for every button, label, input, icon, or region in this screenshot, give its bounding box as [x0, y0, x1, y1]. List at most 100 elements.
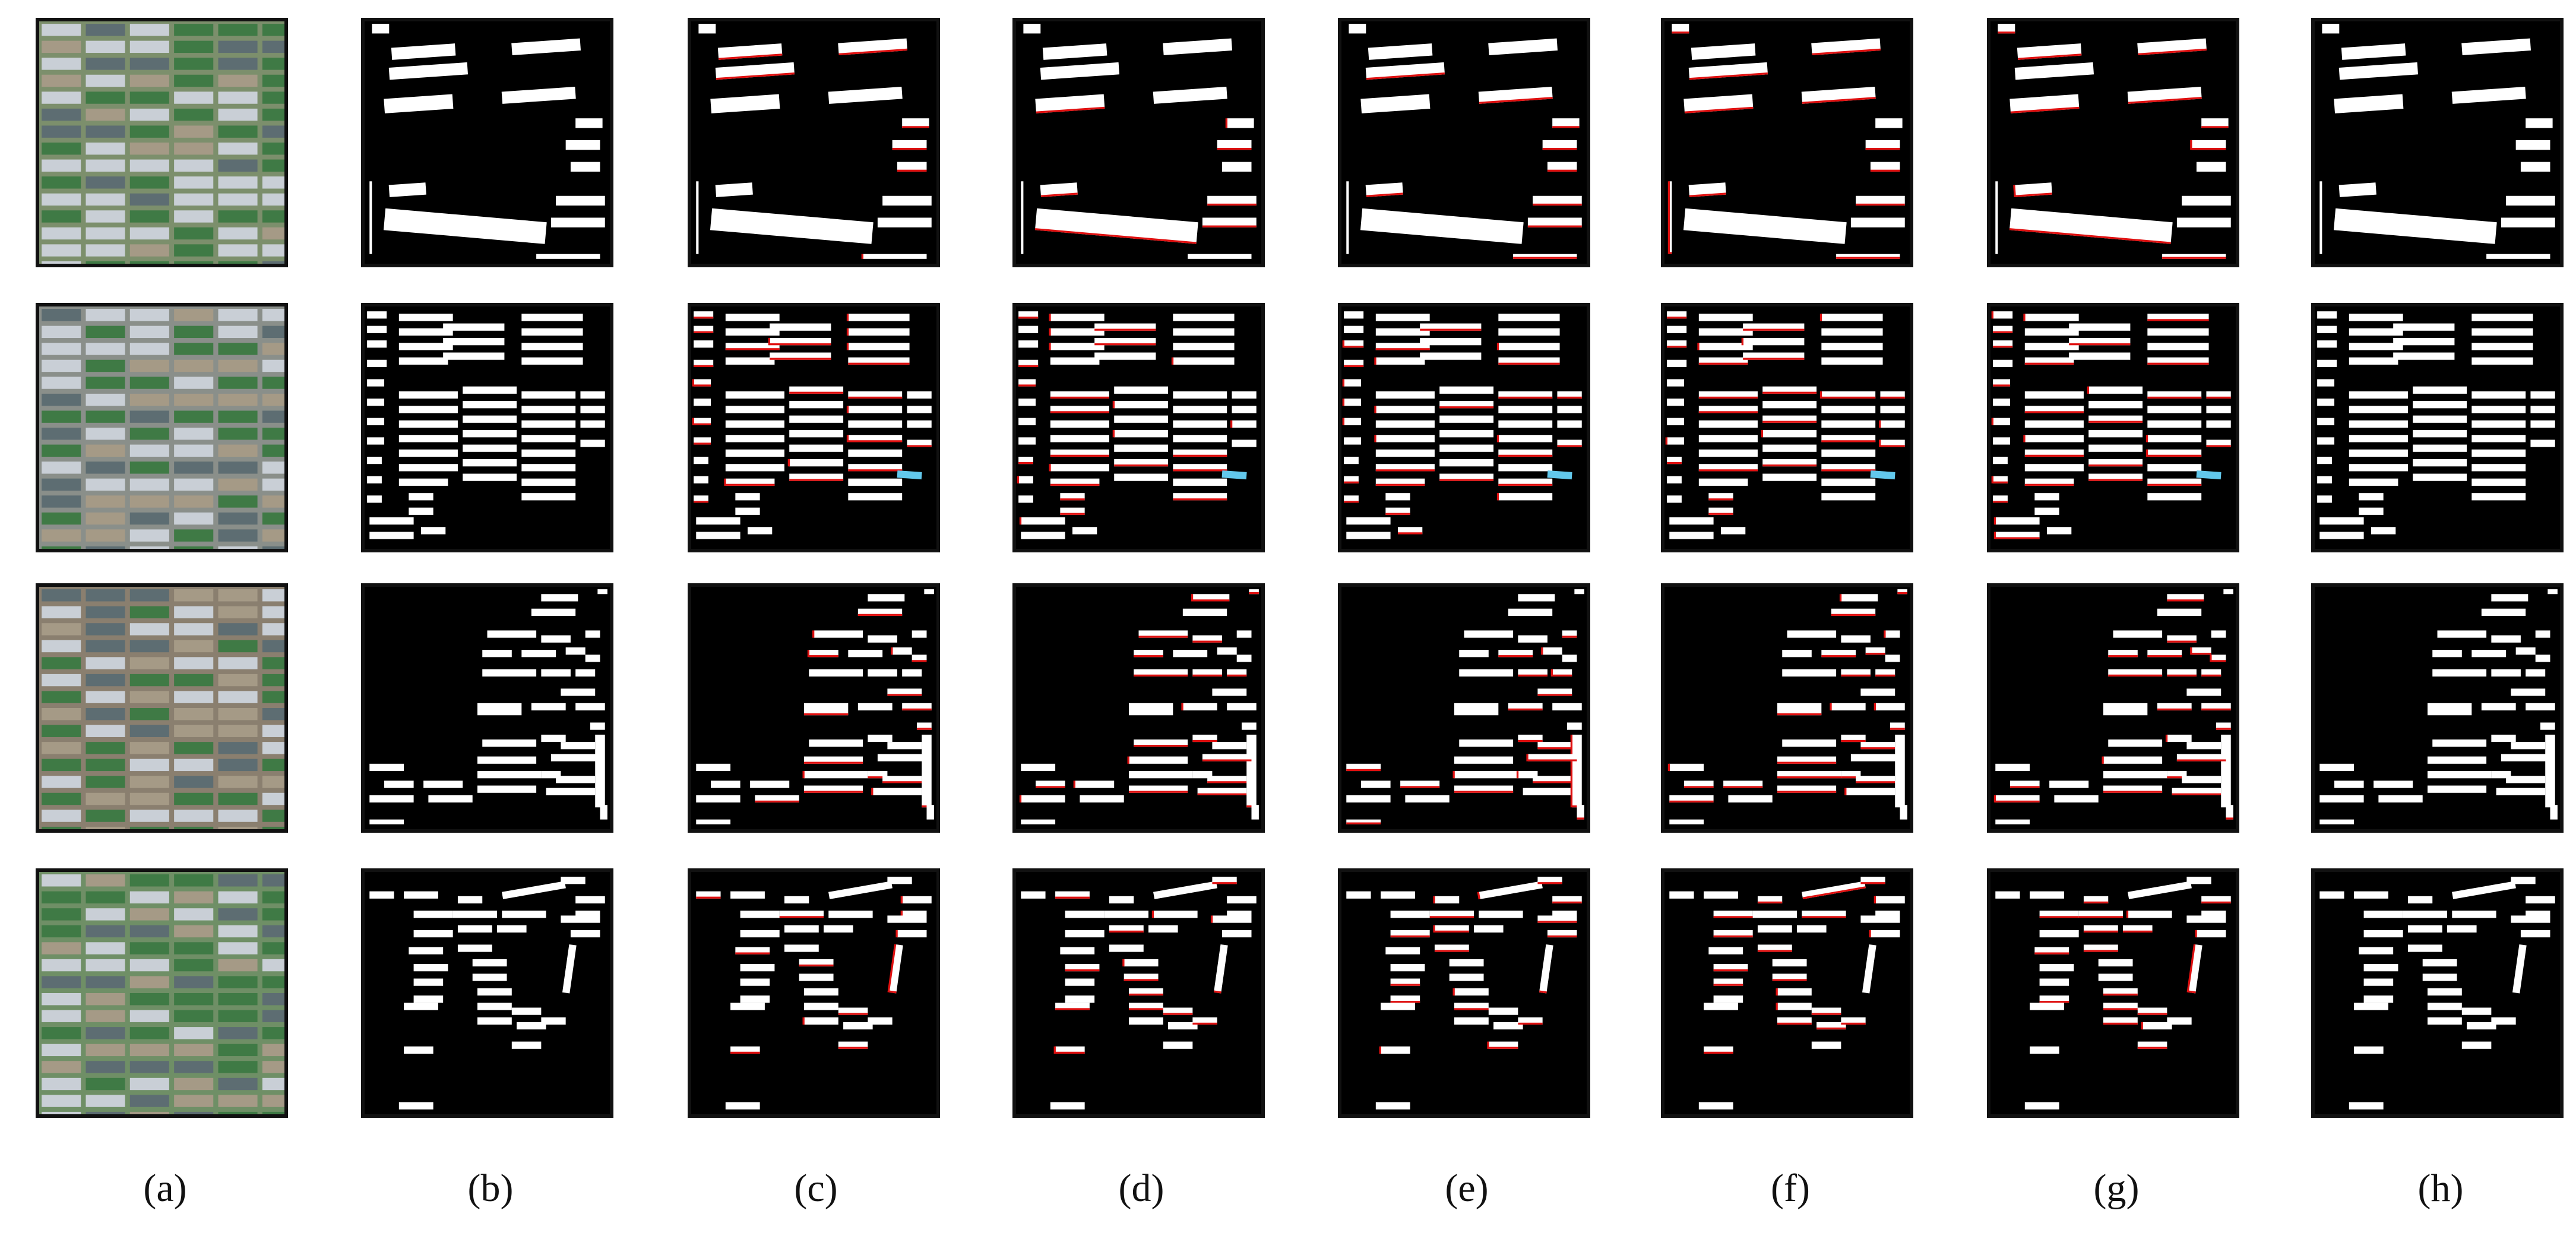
error-pixels	[694, 317, 714, 319]
error-pixels	[1065, 969, 1100, 972]
error-pixels	[716, 72, 795, 80]
greenhouse-region	[1821, 357, 1883, 365]
image-texture-patch	[218, 108, 258, 121]
greenhouse-region	[1860, 915, 1900, 923]
greenhouse-region	[2481, 608, 2526, 616]
greenhouse-region	[1841, 594, 1878, 602]
greenhouse-region	[1479, 911, 1523, 918]
error-pixels	[848, 469, 903, 472]
image-texture-patch	[174, 343, 214, 355]
error-pixels	[2186, 944, 2196, 993]
satellite-image-r4-c1	[36, 868, 288, 1118]
error-pixels	[1672, 31, 1689, 34]
image-texture-patch	[129, 942, 169, 954]
image-texture-patch	[129, 891, 169, 904]
error-pixels	[692, 379, 694, 387]
greenhouse-region	[2413, 444, 2467, 452]
greenhouse-region	[1667, 325, 1687, 333]
image-texture-patch	[262, 244, 284, 257]
greenhouse-region	[828, 911, 873, 918]
greenhouse-region	[1667, 379, 1685, 387]
greenhouse-region	[1217, 647, 1237, 655]
image-texture-patch	[262, 1077, 284, 1091]
error-pixels	[2034, 952, 2069, 954]
image-texture-patch	[86, 125, 125, 138]
image-texture-patch	[42, 606, 81, 619]
greenhouse-region	[1995, 763, 2030, 772]
mask-svg-r3-c8	[2315, 587, 2560, 829]
greenhouse-region	[1498, 343, 1560, 350]
greenhouse-region	[694, 476, 708, 483]
error-pixels	[1743, 358, 1805, 360]
error-pixels	[1114, 464, 1169, 467]
image-texture-patch	[42, 976, 81, 988]
image-texture-patch	[218, 1010, 258, 1022]
image-texture-patch	[86, 529, 125, 542]
error-pixels	[861, 254, 863, 259]
image-texture-patch	[174, 91, 214, 104]
image-texture-patch	[86, 227, 125, 240]
greenhouse-region	[1375, 420, 1435, 428]
greenhouse-region	[477, 771, 542, 779]
image-texture-patch	[86, 925, 125, 938]
image-texture-patch	[42, 908, 81, 921]
greenhouse-region	[398, 357, 448, 365]
image-texture-patch	[129, 546, 169, 549]
greenhouse-region	[1173, 478, 1227, 486]
satellite-image-r1-c1	[36, 18, 288, 267]
error-pixels	[1865, 652, 1885, 655]
greenhouse-region	[2349, 406, 2408, 413]
image-texture-patch	[129, 589, 169, 602]
greenhouse-region	[501, 86, 576, 104]
error-pixels	[694, 501, 708, 503]
image-texture-patch	[174, 976, 214, 988]
greenhouse-region	[715, 182, 753, 197]
error-pixels	[724, 478, 726, 486]
image-texture-patch	[42, 674, 81, 687]
segmentation-mask-r1-c2	[361, 18, 613, 267]
error-pixels	[1073, 780, 1075, 788]
mask-svg-r3-c6	[1664, 587, 1910, 829]
greenhouse-region	[1498, 435, 1553, 442]
error-pixels	[807, 650, 810, 658]
greenhouse-region	[2030, 1046, 2059, 1054]
image-texture-patch	[174, 725, 214, 737]
error-pixels	[1777, 713, 1822, 716]
image-texture-patch	[174, 393, 214, 406]
greenhouse-region	[367, 311, 387, 319]
error-pixels	[1171, 357, 1174, 365]
error-pixels	[1053, 1046, 1056, 1054]
image-texture-patch	[42, 176, 81, 189]
greenhouse-region	[1464, 630, 1514, 638]
greenhouse-region	[2451, 86, 2526, 104]
image-texture-patch	[42, 143, 81, 155]
error-pixels	[2145, 435, 2148, 442]
image-texture-patch	[42, 359, 81, 372]
greenhouse-region	[1897, 589, 1907, 595]
error-pixels	[900, 911, 903, 918]
greenhouse-region	[580, 420, 605, 428]
segmentation-mask-r3-c5	[1338, 583, 1590, 833]
error-pixels	[1134, 655, 1163, 658]
error-pixels	[2013, 185, 2016, 198]
error-pixels	[802, 771, 805, 779]
image-texture-patch	[129, 993, 169, 1006]
image-texture-patch	[262, 529, 284, 542]
error-pixels	[2201, 708, 2231, 711]
greenhouse-region	[2427, 703, 2472, 716]
greenhouse-region	[710, 94, 780, 113]
greenhouse-region	[857, 703, 893, 711]
greenhouse-region	[2319, 891, 2344, 899]
greenhouse-region	[2491, 771, 2511, 779]
greenhouse-region	[2530, 420, 2555, 428]
image-texture-patch	[262, 606, 284, 619]
greenhouse-region	[2088, 430, 2143, 438]
error-pixels	[1684, 106, 1754, 113]
greenhouse-region	[1449, 974, 1484, 981]
greenhouse-region	[868, 734, 893, 742]
image-texture-patch	[86, 810, 125, 822]
error-pixels	[1213, 990, 1221, 994]
greenhouse-region	[1128, 756, 1188, 764]
greenhouse-region	[1018, 495, 1033, 503]
error-pixels	[1577, 817, 1584, 820]
